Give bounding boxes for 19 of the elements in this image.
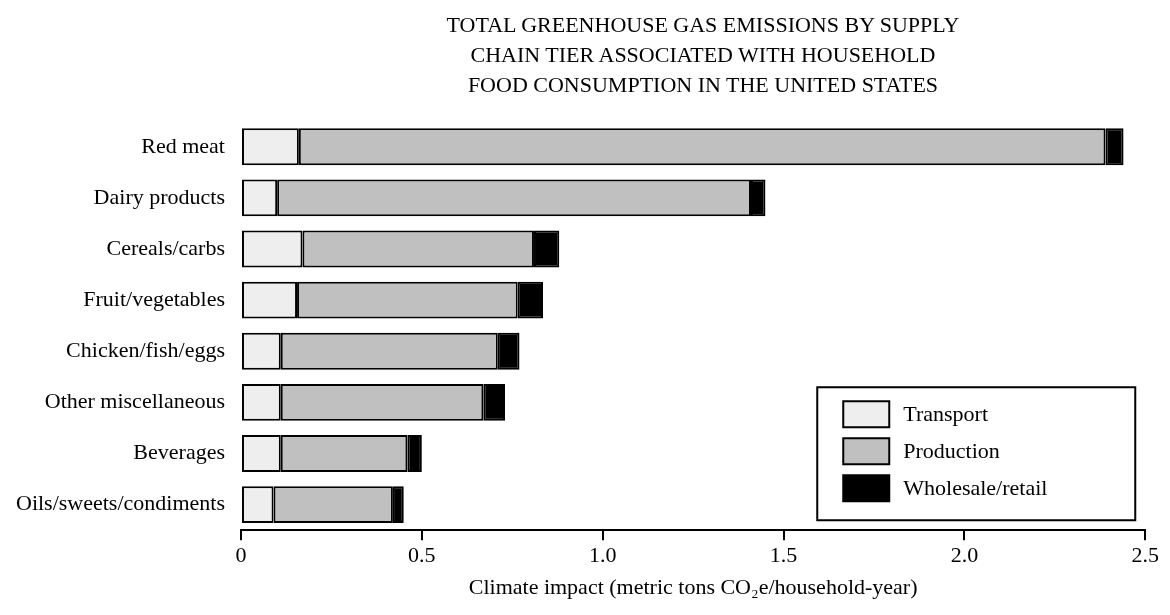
- x-tick-label: 2.0: [950, 542, 979, 568]
- legend-label: Production: [903, 437, 1000, 463]
- y-tick-label: Oils/sweets/condiments: [15, 490, 225, 516]
- x-tick-label: 1.5: [769, 542, 798, 568]
- legend-label: Transport: [903, 400, 989, 426]
- x-tick-label: 1.0: [588, 542, 617, 568]
- x-tick-label: 2.5: [1131, 542, 1159, 568]
- x-tick-label: 0: [235, 542, 247, 568]
- x-axis-title: Climate impact (metric tons CO₂e/household-year): [468, 573, 918, 599]
- y-tick-label: Other miscellaneous: [44, 388, 225, 414]
- y-tick-label: Cereals/carbs: [106, 234, 225, 260]
- y-tick-label: Red meat: [141, 132, 225, 158]
- legend-label: Wholesale/retail: [903, 474, 1048, 500]
- y-tick-label: Dairy products: [93, 183, 225, 209]
- y-tick-label: Beverages: [133, 439, 225, 465]
- chart-title: TOTAL GREENHOUSE GAS EMISSIONS BY SUPPLY CHAIN TIER ASSOCIATED WITH HOUSEHOLD FOOD CONSUMPTION IN THE UNITED STATES: [445, 11, 961, 99]
- x-tick-label: 0.5: [408, 542, 436, 568]
- y-tick-label: Chicken/fish/eggs: [66, 337, 225, 363]
- y-tick-label: Fruit/vegetables: [83, 285, 225, 311]
